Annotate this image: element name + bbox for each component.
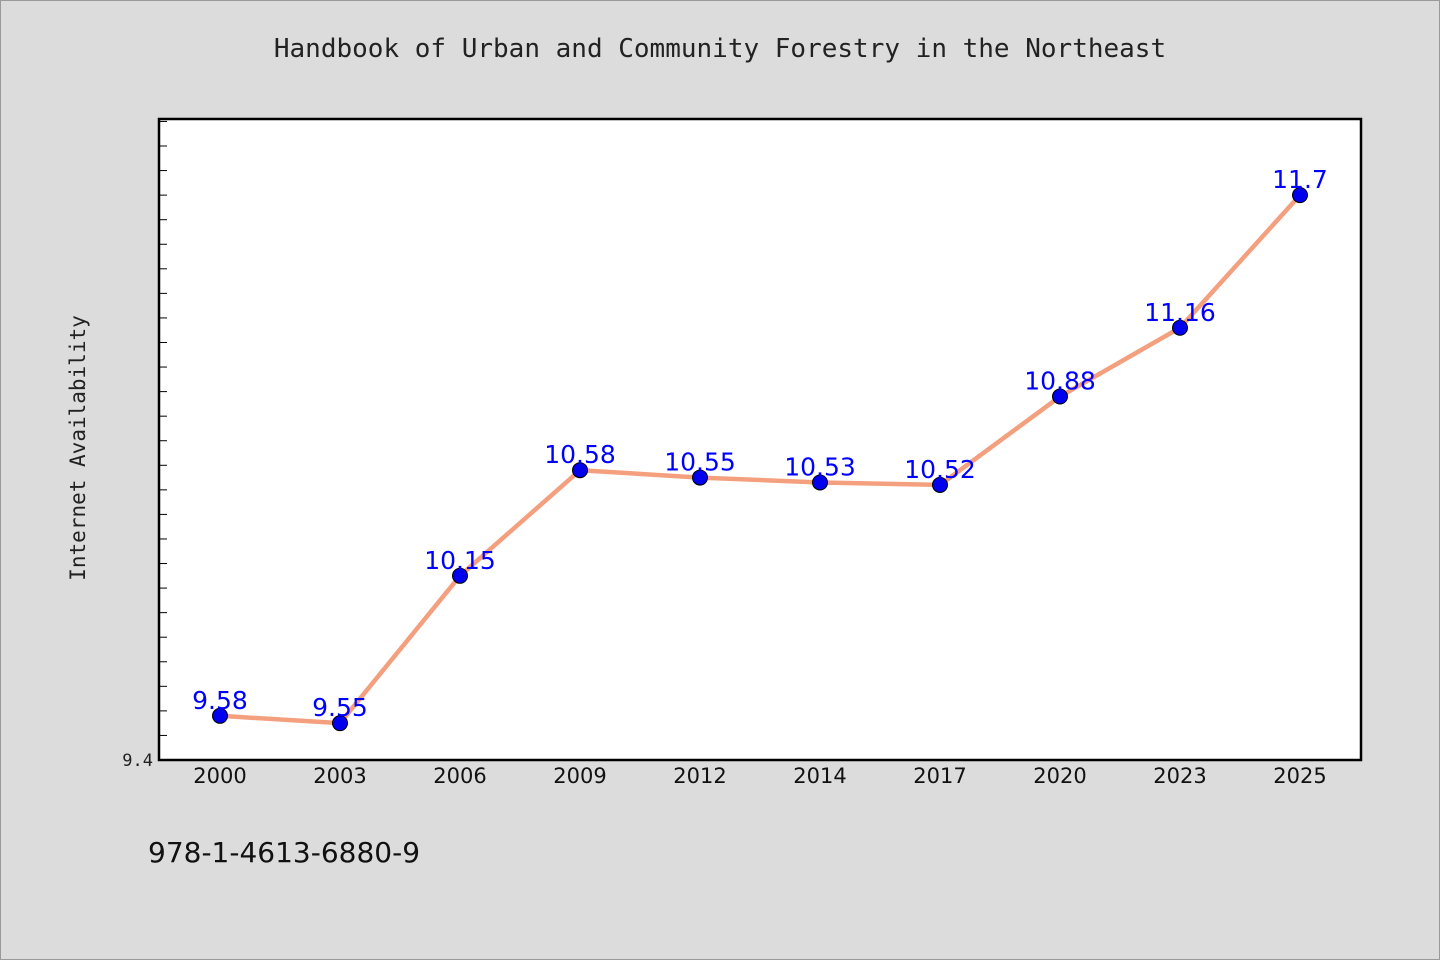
x-tick-label: 2006 [433, 764, 486, 788]
data-label: 10.58 [544, 440, 616, 469]
data-label: 10.52 [904, 455, 976, 484]
data-label: 10.55 [664, 448, 736, 477]
data-point [452, 567, 468, 584]
data-label: 11.16 [1144, 298, 1216, 327]
data-point [572, 462, 588, 479]
data-point [1292, 187, 1308, 204]
data-point [812, 474, 828, 491]
chart-title: Handbook of Urban and Community Forestry… [273, 34, 1167, 64]
data-point [932, 476, 948, 493]
x-tick-label: 2014 [793, 764, 846, 788]
x-tick-label: 2020 [1033, 764, 1086, 788]
plot-area [157, 117, 1363, 762]
x-tick-label: 2025 [1273, 764, 1326, 788]
isbn-text: 978-1-4613-6880-9 [148, 836, 421, 869]
x-tick-label: 2012 [673, 764, 726, 788]
y-tick-label: 9.4 [122, 751, 153, 771]
data-label: 10.53 [784, 452, 856, 481]
data-point [332, 715, 348, 732]
data-label: 10.88 [1024, 367, 1096, 396]
data-label: 9.55 [312, 693, 368, 722]
x-tick-label: 2003 [313, 764, 366, 788]
data-point [692, 469, 708, 486]
data-point [1052, 388, 1068, 405]
x-tick-label: 2017 [913, 764, 966, 788]
x-tick-label: 2023 [1153, 764, 1206, 788]
data-point [1172, 319, 1188, 336]
data-label: 11.7 [1272, 165, 1328, 194]
series-line [217, 192, 1303, 726]
x-tick-label: 2000 [193, 764, 246, 788]
data-label: 9.58 [192, 686, 248, 715]
x-tick-label: 2009 [553, 764, 606, 788]
data-point [212, 707, 228, 724]
data-label: 10.15 [424, 546, 496, 575]
